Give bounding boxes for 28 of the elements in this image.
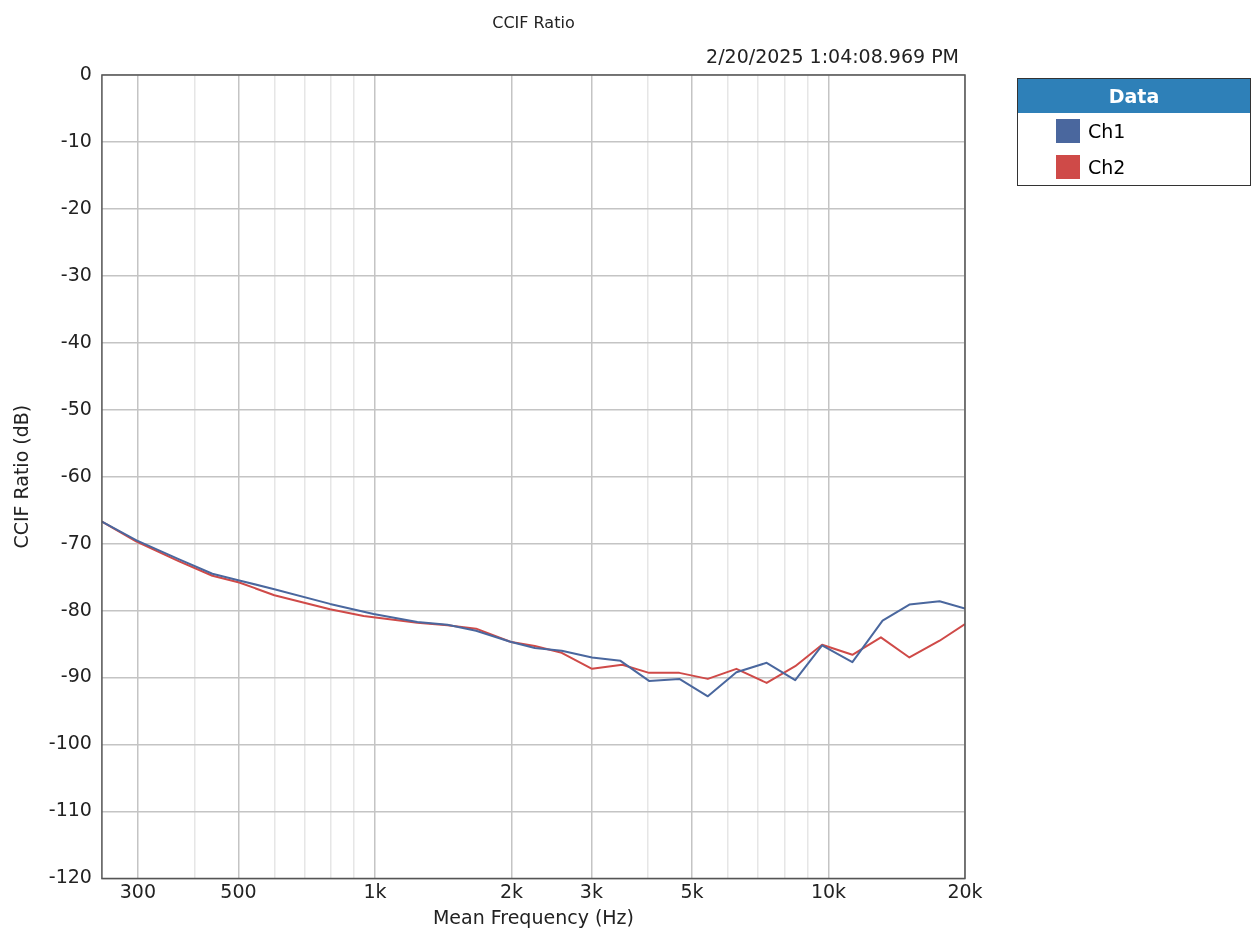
chart-title: CCIF Ratio — [492, 13, 575, 32]
x-tick-label: 2k — [499, 879, 524, 902]
y-tick-label: -60 — [60, 463, 92, 486]
y-tick-label: 0 — [79, 61, 92, 84]
y-tick-label: -50 — [60, 396, 92, 419]
y-tick-label: -100 — [48, 731, 92, 754]
x-tick-label: 5k — [680, 879, 704, 902]
x-axis-title: Mean Frequency (Hz) — [432, 905, 635, 928]
y-axis-title: CCIF Ratio (dB) — [10, 404, 33, 549]
legend-label: Ch2 — [1088, 156, 1126, 178]
x-tick-label: 10k — [810, 879, 847, 902]
x-tick-label: 1k — [363, 879, 387, 902]
x-tick-label: 300 — [119, 879, 156, 902]
y-tick-label: -80 — [60, 597, 92, 620]
y-tick-label: -120 — [48, 865, 92, 888]
y-tick-label: -30 — [60, 262, 92, 285]
y-tick-label: -90 — [60, 664, 92, 687]
chart-subtitle: 2/20/2025 1:04:08.969 PM — [706, 45, 959, 67]
y-tick-label: -10 — [60, 128, 92, 151]
x-tick-label: 20k — [947, 879, 983, 902]
y-tick-label: -70 — [60, 530, 92, 553]
y-tick-label: -20 — [60, 195, 92, 218]
legend-title: Data — [1018, 79, 1250, 113]
legend-label: Ch1 — [1088, 120, 1126, 142]
x-tick-label: 3k — [579, 879, 603, 902]
x-tick-label: 500 — [220, 879, 257, 902]
y-tick-label: -110 — [48, 798, 92, 821]
y-tick-label: -40 — [60, 329, 92, 352]
